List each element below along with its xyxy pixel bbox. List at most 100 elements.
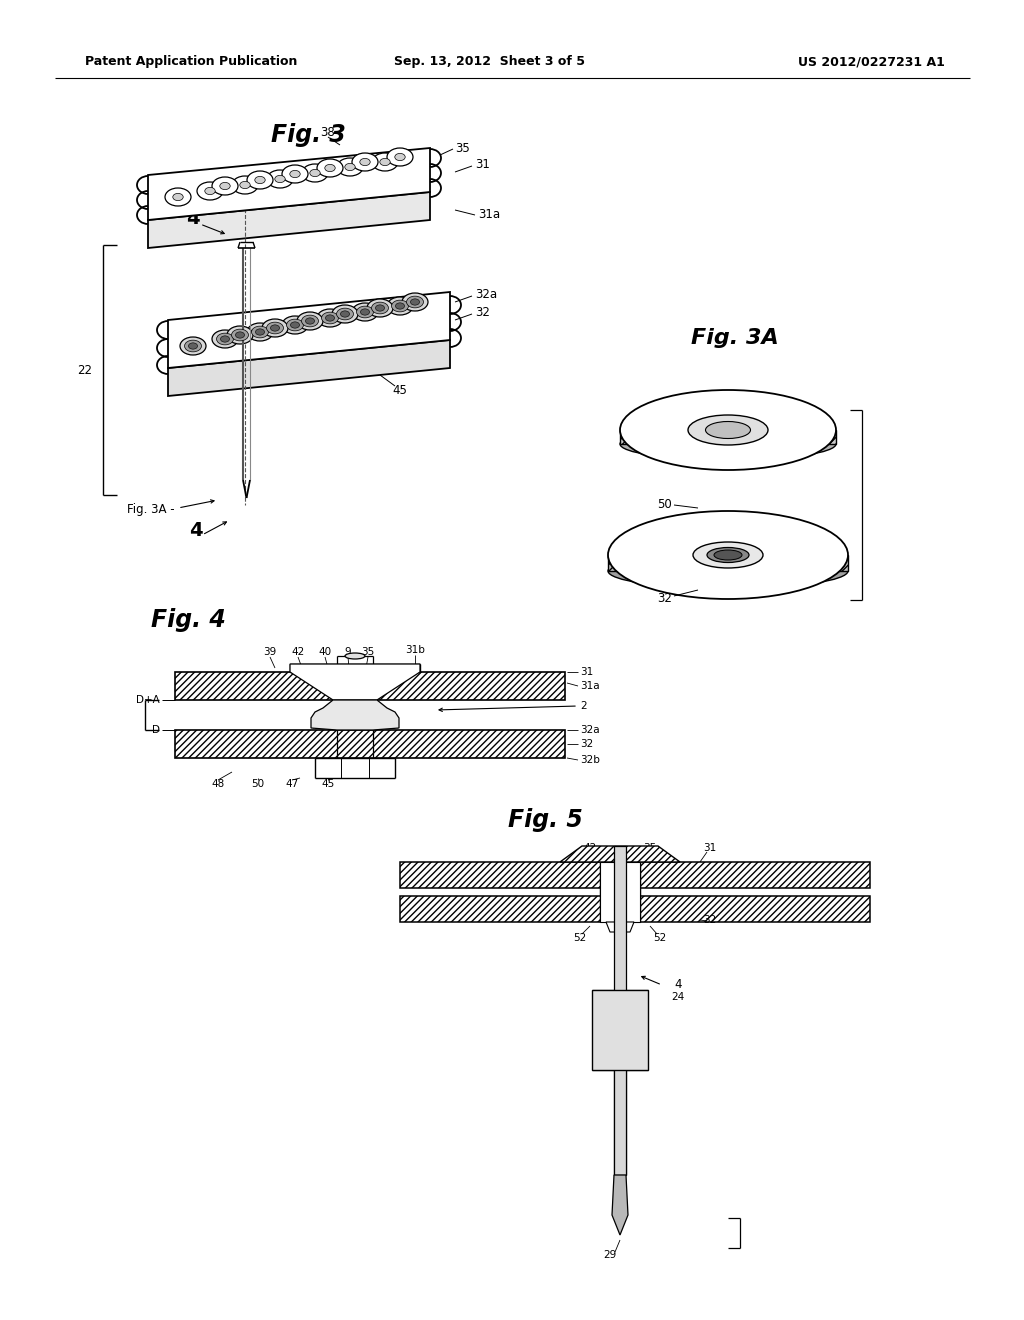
Ellipse shape bbox=[380, 158, 390, 165]
Text: 32: 32 bbox=[657, 591, 672, 605]
Ellipse shape bbox=[267, 170, 293, 187]
Ellipse shape bbox=[372, 302, 388, 314]
Text: 52: 52 bbox=[653, 933, 667, 942]
Polygon shape bbox=[148, 148, 430, 220]
Ellipse shape bbox=[372, 153, 398, 172]
Ellipse shape bbox=[356, 306, 374, 318]
Text: D+A: D+A bbox=[136, 696, 160, 705]
Polygon shape bbox=[560, 846, 680, 862]
Text: Fig. 5: Fig. 5 bbox=[508, 808, 583, 832]
Text: 4: 4 bbox=[189, 520, 203, 540]
Text: 31a: 31a bbox=[580, 681, 600, 690]
Text: 35: 35 bbox=[643, 843, 656, 853]
Ellipse shape bbox=[274, 176, 286, 182]
Ellipse shape bbox=[325, 165, 335, 172]
Ellipse shape bbox=[707, 548, 749, 562]
Ellipse shape bbox=[255, 177, 265, 183]
Ellipse shape bbox=[302, 164, 328, 182]
Ellipse shape bbox=[301, 315, 318, 327]
Ellipse shape bbox=[360, 309, 370, 315]
Ellipse shape bbox=[608, 511, 848, 599]
Ellipse shape bbox=[317, 309, 343, 327]
Ellipse shape bbox=[337, 158, 362, 176]
Ellipse shape bbox=[290, 170, 300, 178]
Text: 4: 4 bbox=[674, 978, 682, 991]
Ellipse shape bbox=[620, 389, 836, 470]
Text: 32: 32 bbox=[703, 915, 717, 925]
Polygon shape bbox=[608, 554, 848, 572]
Text: 32: 32 bbox=[475, 306, 489, 319]
Text: 35: 35 bbox=[455, 141, 470, 154]
Ellipse shape bbox=[255, 329, 264, 335]
Polygon shape bbox=[600, 862, 640, 921]
Ellipse shape bbox=[367, 300, 393, 317]
Ellipse shape bbox=[262, 319, 288, 337]
Bar bbox=[400, 896, 870, 921]
Text: 31a: 31a bbox=[478, 209, 500, 222]
Ellipse shape bbox=[322, 312, 339, 323]
Ellipse shape bbox=[714, 550, 742, 560]
Ellipse shape bbox=[212, 330, 238, 348]
Ellipse shape bbox=[376, 305, 385, 312]
Ellipse shape bbox=[240, 181, 250, 189]
Text: 31b: 31b bbox=[406, 645, 425, 655]
Text: 35: 35 bbox=[361, 647, 375, 657]
Ellipse shape bbox=[326, 315, 335, 321]
Ellipse shape bbox=[395, 153, 406, 161]
Polygon shape bbox=[620, 430, 836, 444]
Text: 50: 50 bbox=[252, 779, 264, 789]
Bar bbox=[175, 672, 565, 700]
Ellipse shape bbox=[310, 169, 321, 177]
Polygon shape bbox=[290, 664, 420, 700]
Text: Fig. 4: Fig. 4 bbox=[151, 609, 225, 632]
Polygon shape bbox=[311, 700, 399, 730]
Ellipse shape bbox=[173, 194, 183, 201]
Text: 24: 24 bbox=[672, 993, 685, 1002]
Ellipse shape bbox=[352, 153, 378, 172]
Text: D: D bbox=[152, 725, 160, 735]
Text: 31: 31 bbox=[667, 412, 682, 425]
Text: Sep. 13, 2012  Sheet 3 of 5: Sep. 13, 2012 Sheet 3 of 5 bbox=[394, 55, 586, 69]
Ellipse shape bbox=[688, 414, 768, 445]
Text: 32b: 32b bbox=[580, 755, 600, 766]
Text: 38: 38 bbox=[321, 127, 336, 140]
Ellipse shape bbox=[402, 293, 428, 312]
Ellipse shape bbox=[297, 312, 323, 330]
Ellipse shape bbox=[232, 176, 258, 194]
Ellipse shape bbox=[395, 302, 404, 309]
Text: 7: 7 bbox=[367, 713, 374, 723]
Ellipse shape bbox=[291, 322, 300, 329]
Text: 32a: 32a bbox=[580, 725, 600, 735]
Text: 31: 31 bbox=[475, 158, 489, 172]
Polygon shape bbox=[606, 921, 634, 932]
Text: 45: 45 bbox=[322, 779, 335, 789]
Ellipse shape bbox=[391, 300, 409, 312]
Ellipse shape bbox=[220, 335, 229, 342]
Ellipse shape bbox=[247, 323, 273, 341]
Text: US 2012/0227231 A1: US 2012/0227231 A1 bbox=[798, 55, 945, 69]
Ellipse shape bbox=[287, 319, 303, 331]
Text: 45: 45 bbox=[392, 384, 408, 396]
Text: 22: 22 bbox=[78, 363, 92, 376]
Ellipse shape bbox=[317, 158, 343, 177]
Ellipse shape bbox=[197, 182, 223, 201]
Ellipse shape bbox=[340, 310, 349, 317]
Ellipse shape bbox=[247, 172, 273, 189]
Text: Patent Application Publication: Patent Application Publication bbox=[85, 55, 297, 69]
Ellipse shape bbox=[706, 421, 751, 438]
Ellipse shape bbox=[231, 329, 249, 341]
Text: 29: 29 bbox=[603, 1250, 616, 1261]
Ellipse shape bbox=[352, 304, 378, 321]
Text: 52: 52 bbox=[573, 933, 587, 942]
Ellipse shape bbox=[332, 305, 358, 323]
Polygon shape bbox=[168, 292, 450, 368]
Polygon shape bbox=[614, 846, 626, 1175]
Text: 42: 42 bbox=[292, 647, 304, 657]
Ellipse shape bbox=[337, 308, 353, 319]
Ellipse shape bbox=[236, 331, 245, 338]
Ellipse shape bbox=[188, 343, 198, 350]
Text: 9: 9 bbox=[345, 647, 351, 657]
Ellipse shape bbox=[216, 333, 233, 345]
Text: Fig. 3A: Fig. 3A bbox=[691, 327, 779, 348]
Ellipse shape bbox=[165, 187, 191, 206]
